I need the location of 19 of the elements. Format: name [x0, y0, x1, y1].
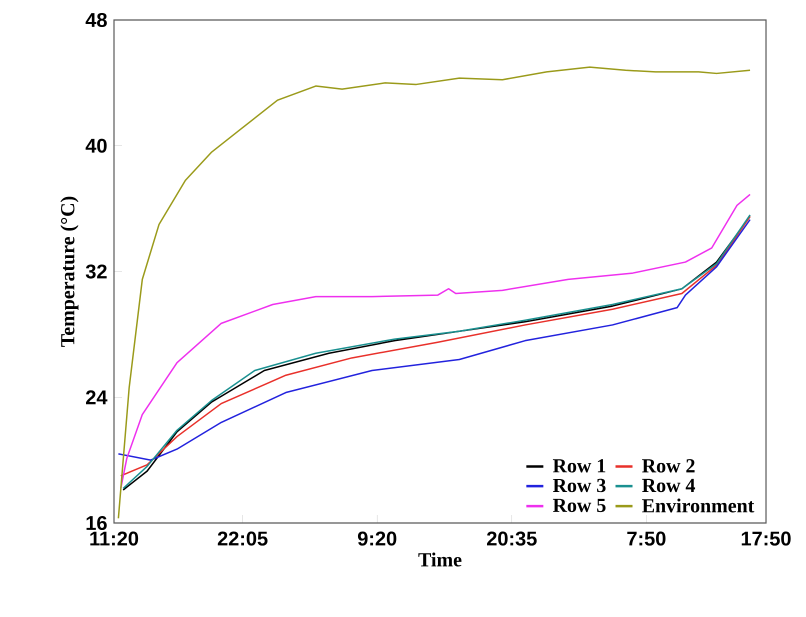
legend-label: Row 1: [552, 459, 606, 472]
y-tick-label: 40: [86, 138, 107, 153]
legend-label: Row 2: [642, 459, 695, 473]
x-tick-label: 7:50: [627, 532, 666, 546]
legend-label: Row 5: [552, 498, 606, 512]
y-tick-label: 24: [86, 390, 108, 404]
x-tick-label: 17:50: [742, 532, 791, 546]
x-tick-label: 11:20: [90, 532, 138, 546]
x-tick-label: 9:20: [358, 532, 396, 546]
y-tick-label: 16: [86, 516, 107, 530]
legend-label: Environment: [642, 498, 754, 512]
x-tick-label: 22:05: [218, 532, 268, 546]
legend-label: Row 3: [552, 478, 606, 492]
x-axis-title: Time: [418, 552, 462, 567]
legend-label: Row 4: [642, 478, 696, 492]
y-tick-label: 48: [86, 12, 107, 28]
x-tick-label: 20:35: [486, 532, 537, 546]
y-tick-label: 32: [86, 264, 107, 279]
y-axis-title: Temperature (°C): [60, 196, 78, 347]
